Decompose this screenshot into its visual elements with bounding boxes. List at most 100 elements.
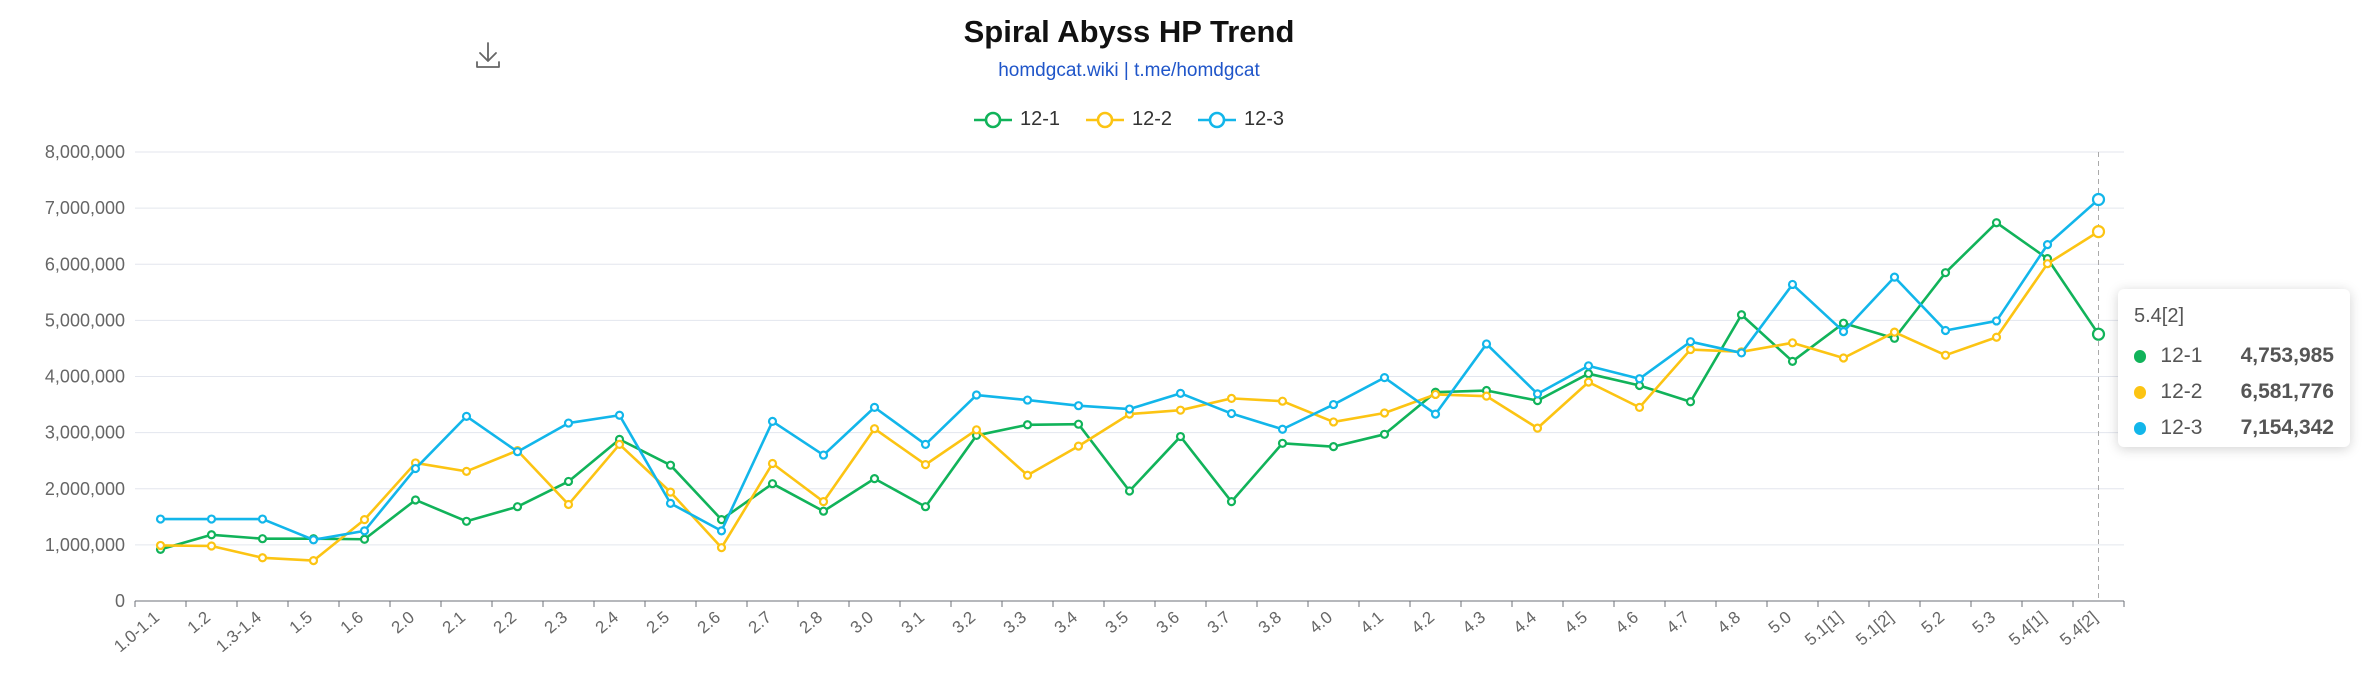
data-point bbox=[1991, 316, 2002, 326]
x-tick-label: 3.8 bbox=[1255, 608, 1285, 638]
tooltip-row: 12-3 7,154,342 bbox=[2134, 410, 2334, 446]
y-tick-label: 5,000,000 bbox=[45, 310, 125, 330]
x-tick-label: 5.1[1] bbox=[1801, 608, 1846, 650]
download-icon[interactable] bbox=[474, 40, 502, 70]
data-point bbox=[1175, 388, 1186, 398]
data-point bbox=[869, 424, 880, 434]
data-point bbox=[563, 499, 574, 510]
series-line-12-2 bbox=[160, 230, 2100, 562]
data-point bbox=[614, 439, 625, 450]
data-point bbox=[1379, 408, 1390, 418]
data-point bbox=[1277, 396, 1288, 406]
data-point bbox=[1175, 405, 1186, 415]
data-point bbox=[971, 425, 982, 435]
x-tick-label: 1.3-1.4 bbox=[212, 608, 265, 657]
data-point bbox=[1583, 377, 1594, 387]
data-point bbox=[869, 474, 880, 484]
x-tick-label: 1.6 bbox=[337, 608, 367, 638]
x-tick-label: 4.7 bbox=[1663, 608, 1693, 638]
x-tick-label: 2.8 bbox=[796, 608, 826, 638]
tooltip-series-value: 7,154,342 bbox=[2240, 416, 2334, 439]
tooltip-series-value: 6,581,776 bbox=[2240, 380, 2334, 403]
legend-label: 12-3 bbox=[1244, 108, 1285, 130]
data-point bbox=[257, 553, 268, 563]
data-point bbox=[920, 439, 931, 450]
data-point bbox=[1481, 391, 1492, 401]
x-tick-label: 4.4 bbox=[1510, 608, 1540, 638]
data-point bbox=[359, 526, 370, 536]
data-point bbox=[1787, 279, 1798, 290]
data-point bbox=[461, 466, 472, 476]
x-tick-label: 3.4 bbox=[1051, 608, 1081, 638]
x-tick-label: 5.2 bbox=[1918, 608, 1948, 638]
x-tick-label: 1.0-1.1 bbox=[110, 608, 163, 657]
data-point bbox=[818, 506, 829, 516]
data-point bbox=[1073, 401, 1084, 411]
data-point bbox=[1328, 442, 1339, 452]
chart-subtitle[interactable]: homdgcat.wiki | t.me/homdgcat bbox=[998, 60, 1260, 81]
data-point bbox=[155, 540, 166, 551]
data-point bbox=[1634, 402, 1645, 412]
y-tick-label: 1,000,000 bbox=[45, 535, 125, 555]
data-point bbox=[920, 460, 931, 470]
y-tick-label: 3,000,000 bbox=[45, 423, 125, 443]
legend-item-12-2[interactable]: 12-2 bbox=[1085, 108, 1172, 131]
data-point bbox=[665, 460, 676, 470]
data-point bbox=[818, 497, 829, 507]
data-point bbox=[1991, 218, 2002, 228]
data-point bbox=[1328, 417, 1339, 427]
data-point bbox=[512, 502, 523, 512]
data-point bbox=[716, 526, 727, 536]
data-point bbox=[410, 463, 421, 474]
tooltip-dot bbox=[2134, 349, 2147, 363]
x-tick-label: 1.5 bbox=[286, 608, 316, 638]
y-tick-label: 0 bbox=[115, 591, 125, 611]
x-tick-label: 3.0 bbox=[847, 608, 877, 638]
data-point bbox=[1226, 408, 1237, 419]
data-point bbox=[1379, 429, 1390, 439]
data-point bbox=[308, 555, 319, 566]
data-point bbox=[869, 402, 880, 412]
tooltip-title: 5.4[2] bbox=[2134, 305, 2185, 327]
legend-swatch bbox=[1085, 111, 1124, 128]
data-point bbox=[1277, 438, 1288, 448]
legend-item-12-3[interactable]: 12-3 bbox=[1198, 108, 1284, 131]
data-point bbox=[1634, 374, 1645, 384]
data-point bbox=[257, 534, 268, 544]
tooltip-dot bbox=[2134, 385, 2147, 399]
data-point bbox=[1022, 420, 1033, 430]
data-point bbox=[1940, 350, 1951, 360]
data-point bbox=[920, 502, 931, 512]
legend-item-12-1[interactable]: 12-1 bbox=[973, 108, 1060, 131]
x-tick-label: 2.1 bbox=[439, 608, 469, 638]
x-tick-label: 4.0 bbox=[1306, 608, 1336, 638]
data-point bbox=[2091, 192, 2106, 207]
data-point bbox=[1226, 497, 1237, 507]
data-point bbox=[1022, 395, 1033, 405]
y-tick-label: 4,000,000 bbox=[45, 367, 125, 387]
data-point bbox=[1430, 409, 1441, 419]
data-point bbox=[1685, 344, 1696, 355]
data-point bbox=[2042, 240, 2053, 250]
data-point bbox=[1736, 348, 1747, 358]
data-point bbox=[206, 530, 217, 540]
data-point bbox=[410, 495, 421, 505]
data-point bbox=[206, 514, 217, 524]
x-tick-label: 2.5 bbox=[643, 608, 673, 638]
x-tick-label: 2.0 bbox=[388, 608, 418, 638]
data-point bbox=[1889, 327, 1900, 337]
data-point bbox=[1583, 361, 1594, 371]
data-point bbox=[716, 515, 727, 525]
y-tick-label: 6,000,000 bbox=[45, 254, 125, 274]
x-tick-label: 3.5 bbox=[1102, 608, 1132, 638]
data-point bbox=[1685, 337, 1696, 347]
data-point bbox=[1022, 470, 1033, 480]
x-tick-label: 5.1[2] bbox=[1852, 608, 1897, 650]
data-point bbox=[1838, 353, 1849, 363]
data-point bbox=[461, 516, 472, 526]
tooltip-series-value: 4,753,985 bbox=[2240, 344, 2334, 367]
x-tick-label: 2.7 bbox=[745, 608, 775, 638]
data-point bbox=[1430, 389, 1441, 400]
data-point bbox=[1532, 423, 1543, 433]
data-point bbox=[512, 447, 523, 457]
